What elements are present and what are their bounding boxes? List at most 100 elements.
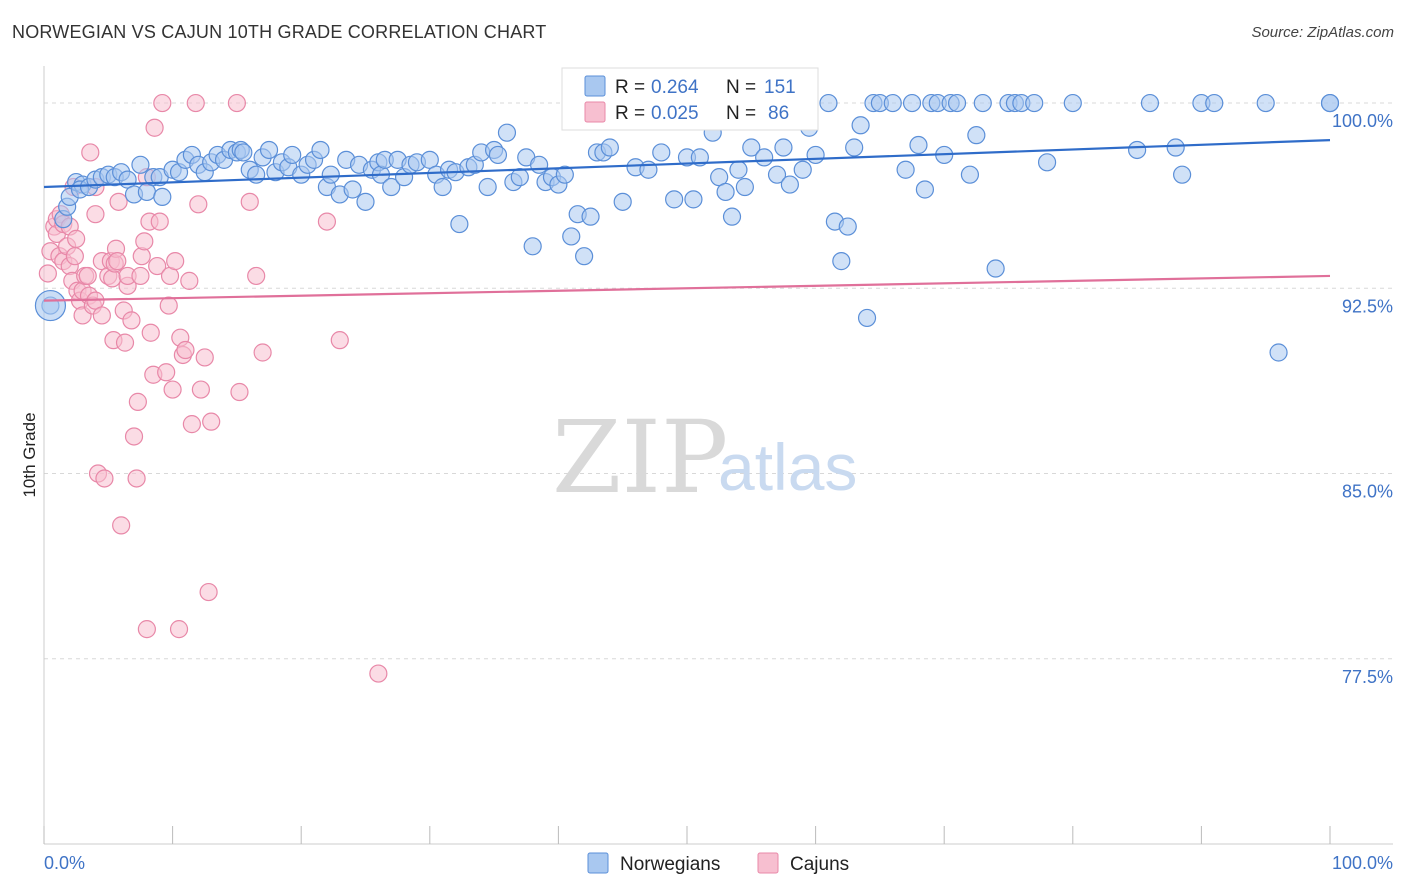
norwegians-point xyxy=(665,190,684,209)
norwegians-point xyxy=(774,138,793,157)
norwegians-point xyxy=(767,165,787,184)
cajuns-point xyxy=(109,192,128,211)
norwegians-point xyxy=(510,168,529,187)
watermark-atlas: atlas xyxy=(718,430,857,504)
norwegians-point xyxy=(488,145,508,165)
norwegians-swatch xyxy=(584,75,606,97)
cajuns-point xyxy=(112,516,131,535)
cajuns-point xyxy=(230,382,249,402)
norwegians-point xyxy=(259,140,279,160)
y-tick-labels: 100.0% 92.5% 85.0% 77.5% xyxy=(1332,111,1393,687)
norwegians-point xyxy=(1269,343,1288,362)
norwegians-point xyxy=(896,160,915,179)
norwegians-point xyxy=(530,155,549,174)
cajuns-point xyxy=(81,143,100,162)
cajuns-n-value: 86 xyxy=(768,103,789,124)
y-tick-label: 85.0% xyxy=(1342,482,1393,502)
norwegians-point xyxy=(1025,93,1044,113)
norwegians-point xyxy=(915,180,935,199)
cajuns-point xyxy=(195,348,214,367)
cajuns-point xyxy=(65,247,84,266)
cajuns-point xyxy=(103,269,122,288)
norwegians-point xyxy=(806,145,825,165)
cajuns-point xyxy=(189,195,208,214)
cajuns-point xyxy=(317,212,337,231)
norwegians-r-label: R = xyxy=(615,77,645,98)
legend-cajuns-label: Cajuns xyxy=(790,854,849,875)
cajuns-point xyxy=(38,264,57,283)
cajuns-point xyxy=(132,247,151,266)
axes xyxy=(43,66,1393,845)
norwegians-points xyxy=(34,93,1340,362)
norwegians-point xyxy=(986,259,1005,278)
cajuns-point xyxy=(131,266,150,286)
norwegians-point xyxy=(819,93,838,113)
norwegians-point xyxy=(845,138,864,157)
norwegians-point xyxy=(883,93,902,113)
norwegians-point xyxy=(909,135,928,155)
y-tick-label: 92.5% xyxy=(1342,296,1393,316)
norwegians-point xyxy=(497,123,517,142)
norwegians-point xyxy=(755,148,774,167)
cajuns-point xyxy=(141,323,160,342)
norwegians-point xyxy=(973,93,992,113)
cajuns-point xyxy=(157,363,176,382)
norwegians-n-value: 151 xyxy=(764,77,796,98)
norwegians-point xyxy=(131,155,150,174)
norwegians-point xyxy=(780,175,799,194)
cajuns-point xyxy=(253,343,272,362)
cajuns-n-label: N = xyxy=(726,103,756,124)
chart-title: NORWEGIAN VS CAJUN 10TH GRADE CORRELATIO… xyxy=(12,22,547,42)
x-tick-label-max: 100.0% xyxy=(1332,853,1393,873)
cajuns-points xyxy=(38,93,388,683)
source-credit: Source: ZipAtlas.com xyxy=(1251,24,1394,41)
cajuns-r-label: R = xyxy=(615,103,645,124)
norwegians-point xyxy=(838,217,857,236)
cajuns-point xyxy=(186,93,205,113)
norwegians-point xyxy=(555,165,574,184)
cajuns-point xyxy=(166,252,185,271)
cajuns-point xyxy=(150,212,169,231)
cajuns-point xyxy=(153,93,172,113)
norwegians-point xyxy=(247,165,266,184)
norwegians-point xyxy=(832,252,851,271)
cajuns-point xyxy=(128,392,147,411)
cajuns-trend-line xyxy=(43,274,1331,302)
norwegians-point xyxy=(1173,165,1192,184)
norwegians-point xyxy=(742,138,761,157)
y-tick-label: 100.0% xyxy=(1332,111,1393,131)
cajuns-point xyxy=(247,266,266,286)
norwegians-point xyxy=(600,138,619,157)
cajuns-point xyxy=(78,266,97,286)
norwegians-point xyxy=(562,227,581,246)
norwegians-point xyxy=(1127,140,1147,160)
norwegians-point-large xyxy=(34,289,67,322)
norwegians-point xyxy=(684,190,703,209)
norwegians-point xyxy=(1037,153,1057,172)
cajuns-point xyxy=(148,256,167,276)
norwegians-point xyxy=(283,145,302,165)
cajuns-point xyxy=(227,93,246,113)
norwegians-point xyxy=(581,207,600,226)
norwegians-point xyxy=(1256,93,1275,113)
cajuns-swatch xyxy=(584,101,606,123)
cajuns-point xyxy=(145,118,164,137)
cajuns-point xyxy=(86,205,105,224)
norwegians-point xyxy=(1320,93,1340,113)
cajuns-point xyxy=(169,620,189,639)
norwegians-point xyxy=(857,308,877,328)
cajuns-point xyxy=(180,271,199,290)
norwegians-point xyxy=(967,126,986,145)
norwegians-point xyxy=(793,160,812,179)
norwegians-point xyxy=(523,237,542,256)
norwegians-point xyxy=(356,192,375,211)
norwegians-r-value: 0.264 xyxy=(651,77,699,98)
cajuns-point xyxy=(124,427,144,446)
norwegians-point xyxy=(1166,138,1185,157)
cajuns-point xyxy=(202,412,221,431)
x-tick-label-min: 0.0% xyxy=(44,853,85,873)
cajuns-point xyxy=(369,664,388,683)
y-axis-label: 10th Grade xyxy=(20,412,39,497)
cajuns-point xyxy=(159,296,178,315)
watermark-zip: ZIP xyxy=(552,399,728,516)
